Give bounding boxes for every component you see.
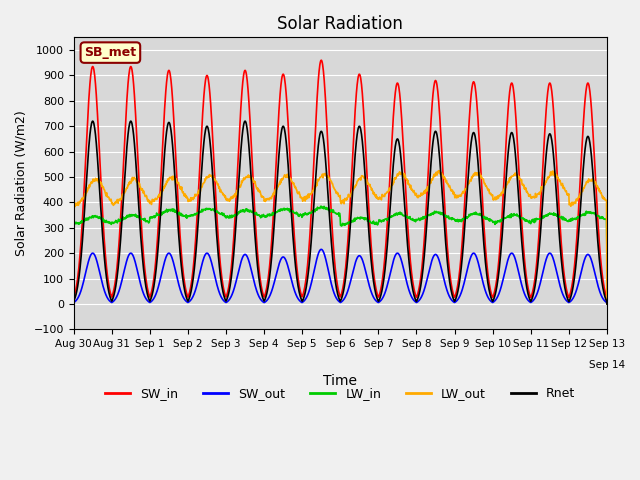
SW_in	[547, 85, 555, 91]
LW_out	[409, 188, 417, 193]
SW_out	[410, 297, 417, 302]
SW_in	[410, 282, 417, 288]
Y-axis label: Solar Radiation (W/m2): Solar Radiation (W/m2)	[15, 110, 28, 256]
SW_in	[603, 301, 611, 307]
Rnet	[89, 118, 97, 124]
Rnet	[383, 251, 390, 257]
LW_out	[547, 172, 555, 178]
SW_in	[70, 294, 77, 300]
LW_in	[467, 212, 474, 217]
LW_in	[603, 250, 611, 256]
Line: LW_out: LW_out	[74, 171, 607, 304]
LW_in	[70, 220, 77, 226]
SW_out	[603, 301, 611, 307]
LW_in	[317, 204, 324, 209]
Line: Rnet: Rnet	[74, 121, 607, 304]
SW_in	[186, 291, 193, 297]
SW_out	[317, 247, 325, 252]
LW_out	[435, 168, 442, 174]
Rnet	[410, 289, 417, 295]
Rnet	[467, 147, 474, 153]
Line: SW_in: SW_in	[74, 60, 607, 304]
Rnet	[603, 301, 611, 307]
Rnet	[186, 294, 193, 300]
SW_out	[186, 299, 193, 304]
LW_out	[186, 198, 193, 204]
LW_out	[382, 191, 390, 196]
SW_out	[547, 252, 555, 257]
LW_in	[410, 217, 417, 223]
SW_in	[317, 58, 325, 63]
LW_out	[603, 301, 611, 307]
Title: Solar Radiation: Solar Radiation	[277, 15, 403, 33]
X-axis label: Time: Time	[323, 374, 357, 388]
LW_out	[467, 177, 474, 183]
SW_out	[467, 255, 474, 261]
Rnet	[248, 193, 256, 199]
SW_in	[383, 232, 390, 238]
SW_in	[467, 101, 474, 107]
Rnet	[547, 135, 555, 141]
Line: SW_out: SW_out	[74, 250, 607, 304]
LW_out	[70, 200, 77, 206]
SW_out	[70, 300, 77, 305]
LW_in	[383, 216, 390, 222]
LW_in	[186, 214, 193, 219]
Rnet	[70, 299, 77, 304]
LW_in	[547, 211, 555, 216]
Text: Sep 14: Sep 14	[589, 360, 625, 370]
SW_out	[383, 285, 390, 291]
SW_in	[248, 154, 256, 160]
Legend: SW_in, SW_out, LW_in, LW_out, Rnet: SW_in, SW_out, LW_in, LW_out, Rnet	[100, 382, 580, 405]
Line: LW_in: LW_in	[74, 206, 607, 253]
SW_out	[248, 270, 256, 276]
LW_in	[248, 209, 256, 215]
Text: SB_met: SB_met	[84, 46, 136, 59]
LW_out	[248, 176, 256, 181]
